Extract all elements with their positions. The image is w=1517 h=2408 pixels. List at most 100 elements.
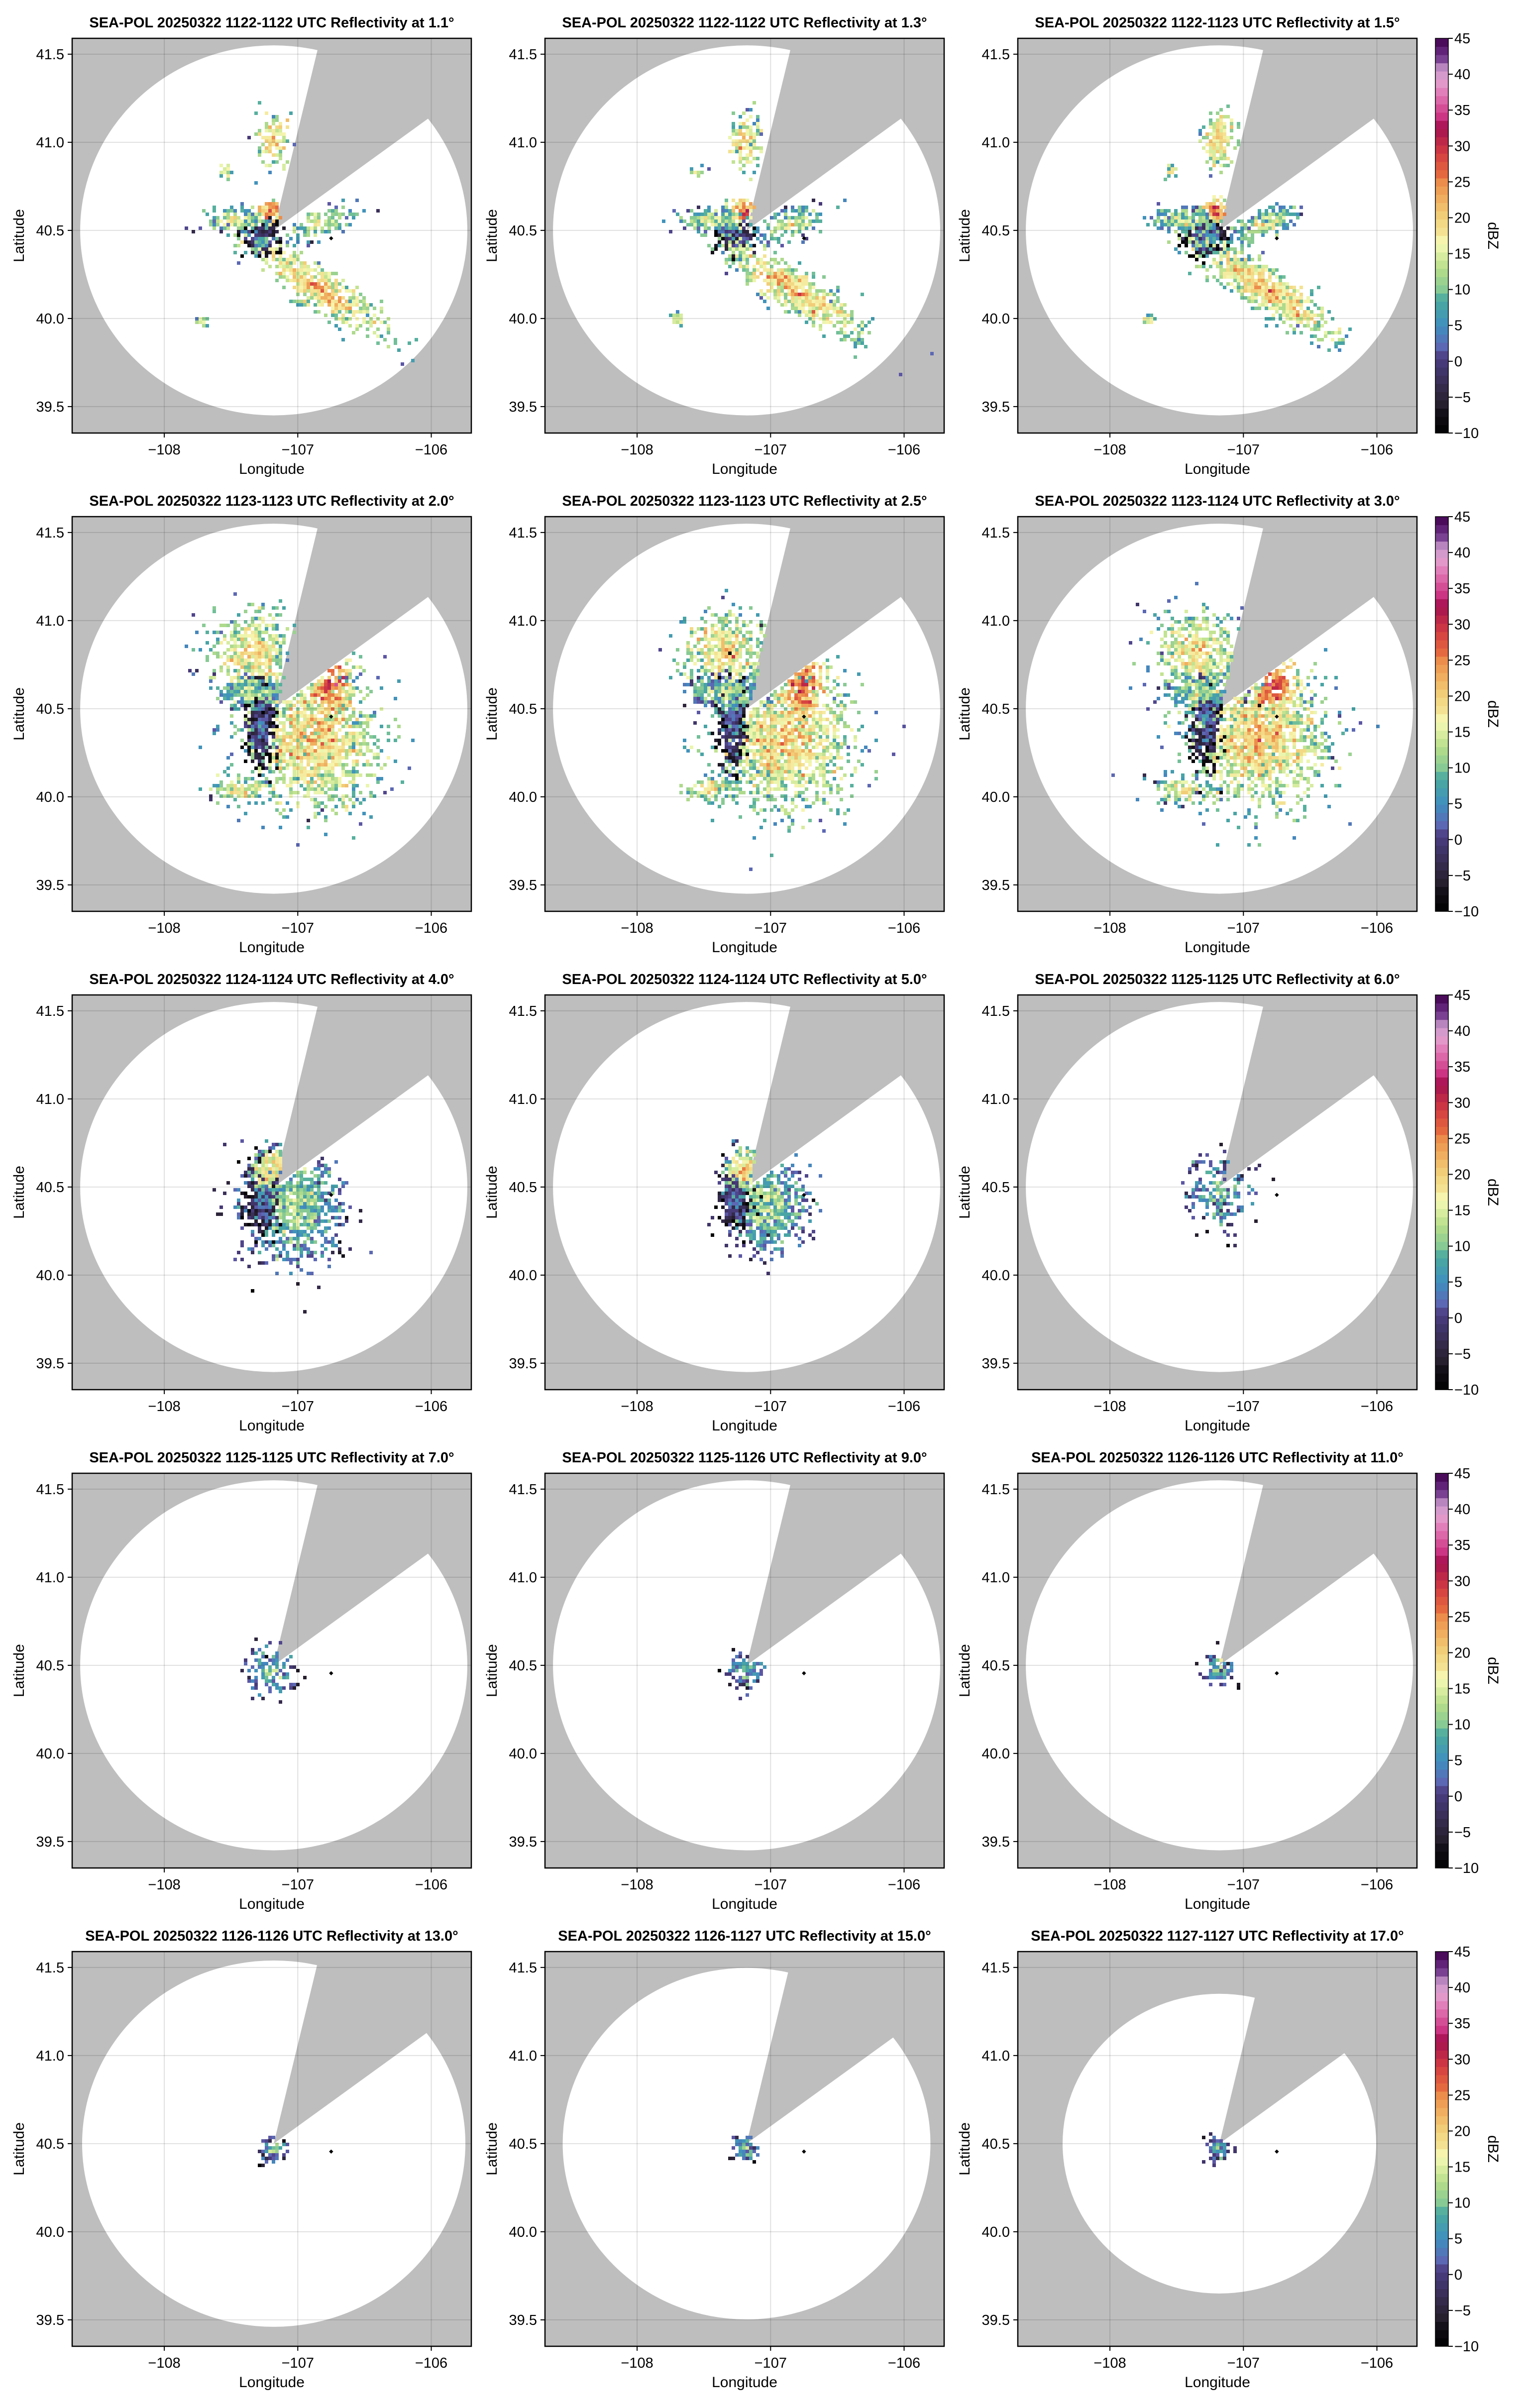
echo-pixel [1237, 268, 1240, 272]
echo-pixel [756, 293, 759, 296]
echo-pixel [1188, 223, 1192, 226]
echo-pixel [808, 307, 812, 310]
echo-pixel [801, 209, 805, 213]
echo-pixel [735, 206, 739, 209]
echo-pixel [777, 279, 780, 282]
echo-pixel [1265, 286, 1268, 289]
echo-pixel [1247, 272, 1251, 275]
echo-pixel [1286, 282, 1289, 286]
echo-pixel [1198, 213, 1202, 216]
echo-pixel [773, 216, 777, 219]
echo-pixel [282, 286, 286, 289]
echo-pixel [247, 219, 251, 223]
echo-pixel [261, 237, 265, 240]
echo-pixel [777, 289, 780, 293]
echo-pixel [773, 261, 777, 265]
echo-pixel [1293, 286, 1296, 289]
echo-pixel [1219, 251, 1223, 254]
echo-pixel [714, 233, 718, 237]
echo-pixel [338, 282, 341, 286]
echo-pixel [1293, 307, 1296, 310]
echo-pixel [279, 258, 282, 261]
echo-pixel [728, 254, 732, 258]
echo-pixel [279, 129, 282, 132]
echo-pixel [822, 300, 826, 303]
echo-pixel [850, 314, 854, 317]
echo-pixel [1212, 199, 1216, 202]
echo-pixel [338, 317, 341, 321]
echo-pixel [784, 268, 787, 272]
echo-pixel [411, 359, 415, 362]
echo-pixel [746, 272, 749, 275]
echo-pixel [1219, 233, 1223, 237]
echo-pixel [1195, 233, 1198, 237]
echo-pixel [1286, 331, 1289, 334]
echo-pixel [756, 275, 759, 279]
echo-pixel [749, 129, 753, 132]
echo-pixel [1195, 237, 1198, 240]
echo-pixel [1345, 334, 1348, 338]
echo-pixel [1338, 338, 1341, 341]
echo-pixel [338, 303, 341, 307]
echo-pixel [1188, 240, 1192, 244]
echo-pixel [1247, 282, 1251, 286]
echo-pixel [352, 296, 355, 300]
echo-pixel [861, 324, 864, 328]
echo-pixel [801, 216, 805, 219]
echo-pixel [275, 146, 279, 150]
echo-pixel [265, 233, 268, 237]
echo-pixel [815, 289, 819, 293]
x-axis-label: Longitude [1185, 461, 1250, 477]
echo-pixel [251, 746, 254, 749]
echo-pixel [359, 293, 362, 296]
echo-pixel [1202, 125, 1205, 129]
echo-pixel [1282, 286, 1286, 289]
echo-pixel [359, 773, 362, 777]
echo-pixel [805, 296, 808, 300]
echo-pixel [735, 139, 739, 143]
echo-pixel [1313, 328, 1317, 331]
echo-pixel [1174, 209, 1178, 213]
echo-pixel [1258, 226, 1261, 230]
echo-pixel [1209, 111, 1212, 115]
echo-pixel [836, 206, 840, 209]
echo-pixel [1212, 223, 1216, 226]
echo-pixel [387, 331, 390, 334]
colorbar-band [1435, 285, 1448, 294]
echo-pixel [261, 143, 265, 146]
echo-pixel [787, 265, 791, 268]
echo-pixel [286, 240, 289, 244]
echo-pixel [742, 219, 746, 223]
echo-pixel [1209, 143, 1212, 146]
panel-title: SEA-POL 20250322 1123-1123 UTC Reflectiv… [89, 493, 454, 509]
echo-pixel [282, 226, 286, 230]
echo-pixel [258, 251, 261, 254]
echo-pixel [1198, 233, 1202, 237]
echo-pixel [1240, 233, 1244, 237]
echo-pixel [282, 275, 286, 279]
colorbar-tick-label: 5 [1454, 318, 1462, 334]
echo-pixel [1209, 244, 1212, 247]
echo-pixel [324, 272, 327, 275]
echo-pixel [1205, 160, 1209, 164]
echo-pixel [1171, 167, 1174, 171]
echo-pixel [307, 240, 310, 244]
echo-pixel [352, 787, 355, 791]
echo-pixel [279, 237, 282, 240]
echo-pixel [725, 237, 728, 240]
echo-pixel [753, 244, 756, 247]
echo-pixel [749, 279, 753, 282]
echo-pixel [362, 310, 366, 314]
echo-pixel [801, 223, 805, 226]
echo-pixel [1289, 307, 1293, 310]
echo-pixel [380, 321, 383, 324]
echo-pixel [732, 237, 735, 240]
echo-pixel [1306, 324, 1310, 328]
echo-pixel [352, 310, 355, 314]
echo-pixel [672, 209, 676, 213]
echo-pixel [1286, 303, 1289, 307]
echo-pixel [763, 265, 766, 268]
echo-pixel [1174, 230, 1178, 233]
echo-pixel [812, 275, 815, 279]
echo-pixel [1198, 129, 1202, 132]
